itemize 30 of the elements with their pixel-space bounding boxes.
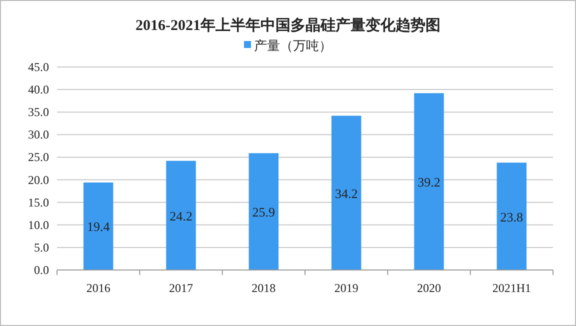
bar [248, 153, 279, 270]
bar [331, 116, 362, 270]
y-tick-label: 35.0 [28, 105, 49, 120]
x-tick-label: 2020 [417, 281, 441, 295]
y-tick-label: 10.0 [28, 218, 49, 232]
bar [496, 162, 527, 270]
y-tick-label: 5.0 [34, 240, 49, 254]
y-tick-label: 45.0 [28, 60, 49, 74]
bar [166, 160, 196, 270]
chart-title: 2016-2021年上半年中国多晶硅产量变化趋势图 [136, 16, 440, 34]
legend-label: 产量（万吨） [254, 38, 332, 53]
x-tick-label: 2021H1 [492, 281, 532, 295]
bar [83, 182, 114, 270]
y-tick-label: 40.0 [28, 82, 49, 97]
y-tick-label: 15.0 [28, 195, 49, 210]
y-tick-label: 0.0 [34, 263, 49, 277]
x-tick-label: 2017 [169, 281, 193, 295]
y-tick-label: 30.0 [28, 128, 49, 142]
y-tick-label: 20.0 [28, 172, 49, 187]
data-label: 25.9 [252, 204, 276, 220]
bar [414, 93, 444, 270]
x-tick-label: 2016 [86, 281, 110, 295]
data-label: 19.4 [86, 219, 110, 234]
data-label: 24.2 [170, 208, 192, 224]
data-label: 39.2 [418, 174, 440, 190]
data-label: 34.2 [334, 186, 358, 201]
y-tick-label: 25.0 [28, 150, 49, 164]
x-tick-label: 2018 [252, 281, 276, 295]
x-tick-label: 2019 [334, 281, 358, 295]
data-label: 23.8 [500, 209, 524, 224]
